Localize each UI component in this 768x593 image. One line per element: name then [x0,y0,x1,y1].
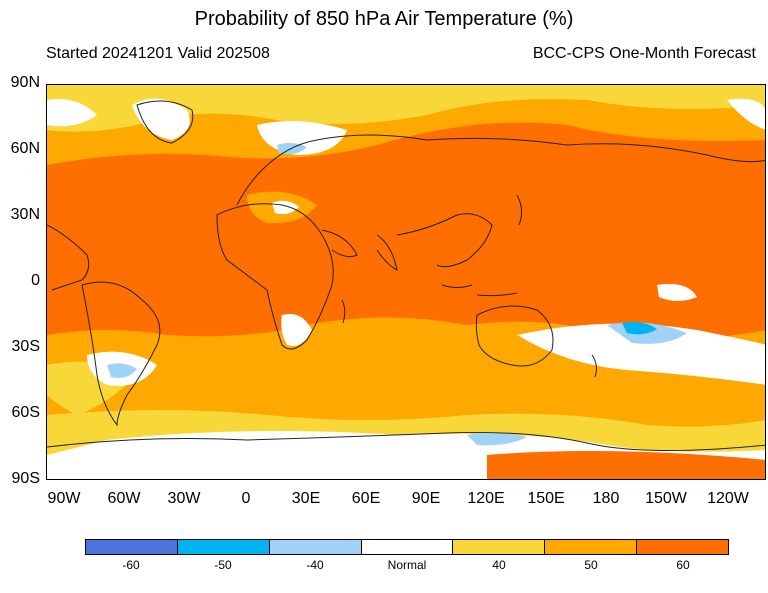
legend-label: -50 [214,558,232,572]
legend-swatch [361,540,454,554]
lon-label: 30W [167,490,201,507]
legend-swatch [86,540,178,554]
coast-east-asia [396,213,493,268]
coast-indonesia-a [441,284,473,288]
coast-madagascar [341,299,346,324]
lon-label: 30E [291,490,321,507]
lat-label: 0 [31,272,40,289]
coast-antarctica [47,431,765,452]
model-name: BCC-CPS One-Month Forecast [532,45,756,62]
coast-indonesia-b [476,292,518,297]
coast-australia [475,305,554,367]
coast-japan [516,194,523,226]
field-cold-pacific-50 [622,321,657,335]
legend-label: 60 [676,558,690,572]
lon-label: 60W [107,490,141,507]
chart-title: Probability of 850 hPa Air Temperature (… [194,8,574,30]
run-info: Started 20241201 Valid 202508 [46,45,270,62]
lat-label: 90N [10,74,40,91]
coast-north-america [47,224,90,291]
lat-label: 30N [10,206,40,223]
lon-label: 150E [527,490,565,507]
coastlines [47,100,765,452]
coast-greenland [136,100,194,144]
coast-africa [216,203,334,350]
lon-label: 120W [707,490,749,507]
lat-label: 60N [10,140,40,157]
coast-south-america [81,281,161,427]
field-normal-south-africa [281,314,312,346]
field-normal-pacific [517,323,765,385]
coast-new-zealand [591,354,597,378]
forecast-map [46,84,766,480]
legend-swatch [177,540,270,554]
legend-swatch [269,540,362,554]
lon-label: 120E [467,490,505,507]
legend-swatch [453,540,546,554]
legend-swatch [637,540,729,554]
legend-labels: -60 -50 -40 Normal 40 50 60 [85,558,729,572]
legend-label: 40 [492,558,506,572]
coast-india [376,234,398,271]
field-north-40 [47,85,765,132]
field-cold-argentina [107,363,137,378]
field-normal-alaska [47,99,97,127]
map-canvas [47,85,765,479]
lon-label: 0 [241,490,251,507]
field-normal-tropical-pacific [657,283,697,301]
lon-label: 150W [645,490,687,507]
field-normal-greenland [132,98,190,140]
lon-label: 90E [411,490,441,507]
lat-label: 30S [11,338,40,355]
lat-label: 90S [11,470,40,487]
field-normal-ne [727,98,765,130]
field-ross-sea [487,451,765,479]
legend-label: -40 [306,558,324,572]
lon-label: 90W [47,490,81,507]
lon-label: 180 [592,490,620,507]
legend-label: Normal [387,558,427,572]
color-legend [85,539,729,555]
coast-eurasia-north [236,134,765,206]
lat-label: 60S [11,404,40,421]
legend-swatch [545,540,638,554]
field-cold-antarctica [467,432,527,446]
coast-arabia [321,229,358,258]
legend-label: -60 [122,558,140,572]
lon-label: 60E [351,490,381,507]
legend-label: 50 [584,558,598,572]
